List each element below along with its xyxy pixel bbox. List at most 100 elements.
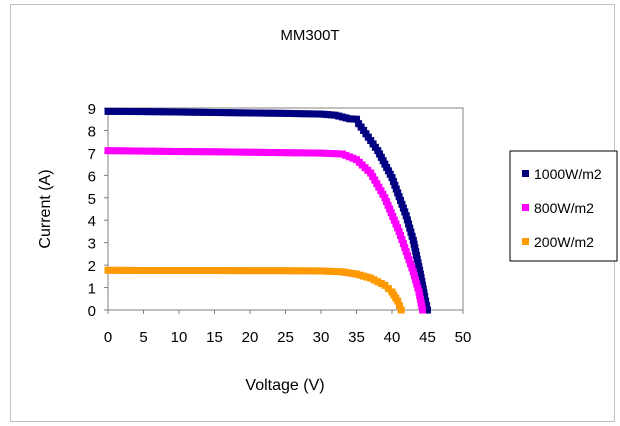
series-point bbox=[375, 183, 383, 191]
legend: 1000W/m2 800W/m2 200W/m2 bbox=[509, 150, 618, 262]
series-point bbox=[370, 276, 378, 284]
series-point bbox=[330, 150, 338, 158]
series-point bbox=[226, 148, 234, 156]
series-point bbox=[345, 269, 353, 277]
series-point bbox=[349, 154, 357, 162]
series-point bbox=[305, 267, 313, 275]
series-point bbox=[421, 293, 429, 301]
series-point bbox=[136, 266, 144, 274]
series-point bbox=[321, 267, 329, 275]
series-point bbox=[301, 267, 309, 275]
series-point bbox=[407, 228, 415, 236]
series-point bbox=[183, 266, 191, 274]
series-point bbox=[313, 149, 321, 157]
series-point bbox=[331, 111, 339, 119]
series-point bbox=[187, 266, 195, 274]
x-tick-label: 25 bbox=[277, 329, 294, 346]
series-point bbox=[406, 260, 414, 268]
series-point bbox=[297, 110, 305, 118]
series-point bbox=[218, 109, 226, 117]
series-point bbox=[120, 147, 128, 155]
series-point bbox=[218, 267, 226, 275]
series-point bbox=[207, 148, 215, 156]
series-point bbox=[195, 148, 203, 156]
plot-area bbox=[107, 107, 464, 311]
series-point bbox=[397, 231, 405, 239]
series-point bbox=[211, 266, 218, 274]
series-point bbox=[342, 268, 350, 276]
series-point bbox=[384, 201, 392, 209]
series-point bbox=[238, 109, 246, 117]
x-tick-label: 35 bbox=[348, 329, 365, 346]
x-tick-label: 15 bbox=[206, 329, 223, 346]
series-point bbox=[326, 149, 334, 157]
series-point bbox=[345, 115, 353, 123]
y-tick-label: 6 bbox=[88, 168, 96, 185]
series-point bbox=[406, 224, 414, 232]
series-point bbox=[297, 149, 305, 157]
series-point bbox=[112, 266, 120, 274]
x-axis-label: Voltage (V) bbox=[245, 377, 324, 394]
series-point bbox=[183, 148, 191, 156]
series-point bbox=[415, 288, 423, 296]
series-point bbox=[167, 266, 175, 274]
series-point bbox=[143, 108, 151, 116]
series-point bbox=[289, 149, 297, 157]
series-point bbox=[163, 147, 171, 155]
series-point bbox=[199, 148, 207, 156]
series-point bbox=[120, 107, 128, 115]
series-point bbox=[285, 149, 293, 157]
series-point bbox=[250, 148, 258, 156]
series-point bbox=[342, 114, 350, 122]
series-point bbox=[381, 194, 389, 202]
series-point bbox=[353, 270, 360, 278]
series-point bbox=[377, 187, 385, 195]
series-point bbox=[155, 147, 163, 155]
series-point bbox=[326, 267, 334, 275]
series-point bbox=[120, 266, 128, 274]
series-point bbox=[384, 285, 392, 293]
series-point bbox=[136, 147, 144, 155]
series-point bbox=[187, 108, 195, 116]
series-point bbox=[266, 267, 274, 275]
series-point bbox=[405, 256, 413, 264]
x-tick-label: 45 bbox=[419, 329, 436, 346]
series-point bbox=[309, 267, 317, 275]
series-point bbox=[112, 147, 120, 155]
series-point bbox=[401, 244, 409, 252]
series-point bbox=[392, 185, 400, 193]
series-point bbox=[191, 108, 199, 116]
legend-swatch bbox=[522, 170, 529, 177]
series-point bbox=[278, 267, 286, 275]
series-point bbox=[424, 306, 431, 314]
series-point bbox=[195, 266, 203, 274]
series-point bbox=[116, 107, 124, 115]
series-point bbox=[301, 110, 309, 118]
series-point bbox=[191, 148, 199, 156]
series-point bbox=[270, 267, 278, 275]
series-point bbox=[108, 266, 116, 274]
series-point bbox=[124, 266, 132, 274]
series-point bbox=[159, 108, 167, 116]
series-point bbox=[155, 266, 163, 274]
series-point bbox=[293, 267, 301, 275]
series-point bbox=[246, 148, 254, 156]
y-axis: 0 1 2 3 4 5 6 7 8 9 bbox=[88, 101, 108, 320]
series-point bbox=[250, 109, 258, 117]
x-tick-label: 30 bbox=[313, 329, 330, 346]
series-point bbox=[274, 109, 282, 117]
series-point bbox=[297, 267, 305, 275]
series-point bbox=[179, 108, 187, 116]
series-point bbox=[211, 148, 218, 156]
series-point bbox=[124, 107, 132, 115]
series-point bbox=[293, 110, 301, 118]
series-point bbox=[394, 297, 402, 305]
series-point bbox=[179, 148, 187, 156]
series-point bbox=[418, 302, 426, 310]
series-point bbox=[214, 148, 222, 156]
series-point bbox=[404, 252, 412, 260]
series-point bbox=[128, 108, 136, 116]
series-point bbox=[349, 270, 357, 278]
series-point bbox=[402, 212, 410, 220]
series-point bbox=[334, 150, 342, 158]
